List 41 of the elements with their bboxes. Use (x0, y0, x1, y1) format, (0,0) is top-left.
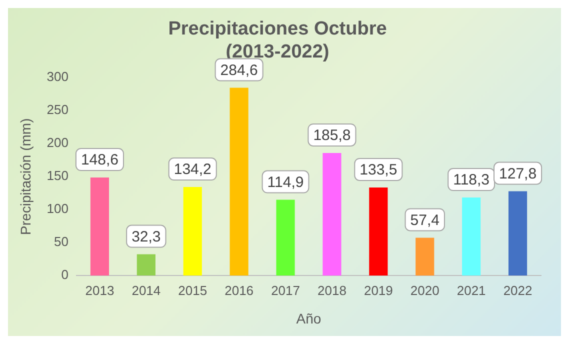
y-tick-label: 50 (54, 234, 68, 250)
x-tick-label: 2022 (503, 282, 532, 298)
data-label: 114,9 (267, 174, 304, 191)
y-tick-label: 300 (46, 69, 68, 84)
x-tick-label: 2020 (410, 282, 440, 298)
data-label: 57,4 (410, 212, 440, 229)
bar (416, 238, 434, 276)
x-tick-label: 2014 (132, 282, 161, 298)
bar (136, 254, 156, 276)
y-tick-label: 250 (46, 102, 68, 118)
bar (322, 152, 342, 276)
data-label: 134,2 (174, 161, 212, 178)
x-tick-label: 2016 (224, 282, 254, 298)
x-tick-label: 2017 (271, 282, 300, 298)
bar (90, 178, 110, 276)
bar (462, 198, 481, 276)
bar (276, 200, 295, 276)
x-tick-label: 2019 (364, 282, 393, 298)
data-label: 284,6 (220, 62, 258, 79)
chart-title: Precipitaciones Octubre (168, 18, 387, 40)
data-label: 118,3 (453, 172, 490, 189)
bar (230, 88, 248, 276)
x-tick-label: 2018 (318, 282, 346, 298)
y-tick-label: 150 (46, 168, 68, 184)
data-label: 32,3 (132, 228, 161, 246)
x-tick-label: 2021 (456, 282, 486, 298)
x-tick-label: 2013 (85, 282, 114, 298)
y-tick-label: 100 (46, 201, 68, 216)
data-label: 185,8 (313, 127, 351, 144)
chart-subtitle: (2013-2022) (226, 41, 330, 62)
bar (508, 191, 528, 276)
data-label: 133,5 (360, 162, 398, 179)
x-tick-label: 2015 (178, 282, 208, 298)
y-tick-label: 0 (61, 267, 68, 282)
data-label: 127,8 (499, 165, 537, 182)
data-label: 148,6 (80, 152, 118, 169)
y-tick-label: 200 (46, 135, 68, 150)
bar (183, 187, 202, 276)
y-axis-title: Precipitación (mm) (17, 118, 34, 235)
bar (369, 187, 388, 276)
x-axis-title: Año (296, 310, 322, 326)
